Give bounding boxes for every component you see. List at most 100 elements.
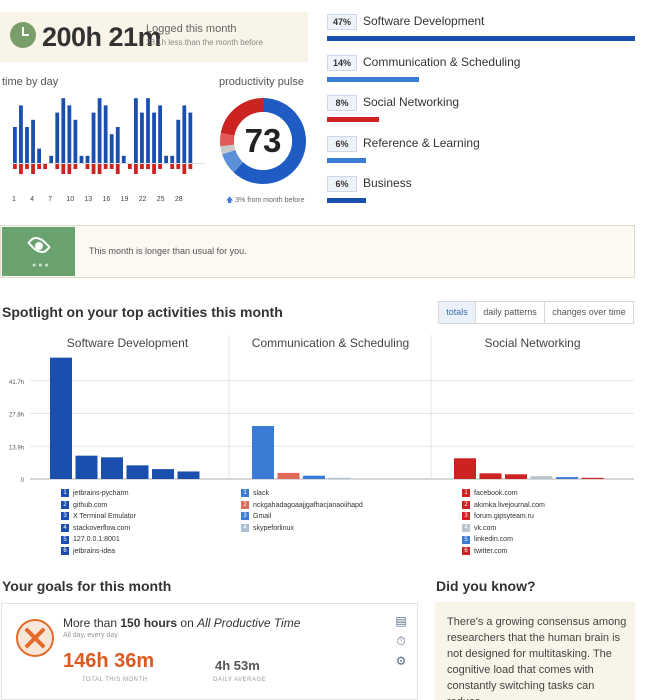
day-productive-bar <box>109 134 114 163</box>
legend-item[interactable]: 2 github.com <box>61 500 136 512</box>
legend-item[interactable]: 3 Gmail <box>241 511 363 523</box>
day-distracting-bar <box>25 164 29 169</box>
day-productive-bar <box>31 119 35 163</box>
toggle-daily-patterns[interactable]: daily patterns <box>475 301 545 324</box>
day-productive-bar <box>176 119 181 163</box>
legend-label: linkedin.com <box>474 536 513 544</box>
day-productive-bar <box>73 119 78 163</box>
day-distracting-bar <box>109 164 114 169</box>
category-row[interactable]: 47% Software Development <box>327 14 637 54</box>
insight-banner[interactable]: ●●● This month is longer than usual for … <box>0 225 635 278</box>
spotlight-bar <box>454 458 476 479</box>
productivity-pulse-value: 73 <box>244 122 282 159</box>
productivity-pulse-label: productivity pulse <box>219 76 304 88</box>
day-distracting-bar <box>140 164 144 169</box>
day-distracting-bar <box>61 164 66 174</box>
category-row[interactable]: 6% Business <box>327 176 637 216</box>
legend-item[interactable]: 5 linkedin.com <box>462 534 545 546</box>
legend-label: forum.gipsyteam.ru <box>474 513 534 521</box>
day-distracting-bar <box>115 164 120 174</box>
category-name[interactable]: Communication & Scheduling <box>363 54 521 69</box>
legend-item[interactable]: 4 stackoverflow.com <box>61 523 136 535</box>
goal-card[interactable]: More than 150 hours on All Productive Ti… <box>1 603 418 700</box>
legend-item[interactable]: 1 slack <box>241 488 363 500</box>
day-productive-bar <box>140 112 144 163</box>
logged-time-summary: 200h 21m Logged this month 28.1h less th… <box>0 12 308 62</box>
day-productive-bar <box>61 98 66 163</box>
day-distracting-bar <box>182 164 187 174</box>
day-distracting-bar <box>73 164 78 169</box>
legend-item[interactable]: 6 jetbrains-idea <box>61 546 136 558</box>
goal-actions: ▤ ⏱ ⚙ <box>394 614 408 674</box>
legend-item[interactable]: 6 twitter.com <box>462 546 545 558</box>
legend-label: nckgahadagoaajjgafhacjanaoiihapd <box>253 501 363 509</box>
did-you-know-text: There's a growing consensus among resear… <box>447 616 627 700</box>
legend-item[interactable]: 4 skypeforlinux <box>241 523 363 535</box>
category-name[interactable]: Software Development <box>363 14 485 28</box>
legend-rank: 6 <box>462 547 470 556</box>
legend-item[interactable]: 1 facebook.com <box>462 488 545 500</box>
day-tick-label: 16 <box>102 196 111 203</box>
legend-rank: 1 <box>61 489 69 498</box>
spotlight-chart[interactable]: 0 13.9h 27.8h 41.7h <box>0 330 640 490</box>
gear-icon[interactable]: ⚙ <box>395 654 407 668</box>
category-name[interactable]: Reference & Learning <box>363 135 480 150</box>
pulse-segment <box>233 98 306 184</box>
productivity-pulse-donut[interactable] <box>218 96 308 186</box>
legend-item[interactable]: 1 jetbrains-pycharm <box>61 488 136 500</box>
category-name[interactable]: Business <box>363 176 412 190</box>
pulse-segment <box>220 144 236 155</box>
did-you-know-box: There's a growing consensus among resear… <box>435 602 635 700</box>
legend-rank: 5 <box>462 535 470 544</box>
legend-item[interactable]: 3 X Terminal Emulator <box>61 511 136 523</box>
day-distracting-bar <box>91 164 96 174</box>
legend-item[interactable]: 2 akimka.livejournal.com <box>462 500 545 512</box>
pulse-segment <box>220 98 264 136</box>
stopwatch-icon[interactable]: ⏱ <box>396 634 406 648</box>
legend-item[interactable]: 3 forum.gipsyteam.ru <box>462 511 545 523</box>
category-percent: 14% <box>327 54 357 71</box>
legend-label: facebook.com <box>474 490 518 497</box>
category-row[interactable]: 14% Communication & Scheduling <box>327 54 637 95</box>
day-distracting-bar <box>158 164 162 169</box>
legend-label: slack <box>253 490 269 497</box>
day-productive-bar <box>164 155 169 163</box>
legend-label: 127.0.0.1:8001 <box>73 536 120 544</box>
clock-icon <box>10 22 36 48</box>
legend-item[interactable]: 5 127.0.0.1:8001 <box>61 534 136 546</box>
legend-label: jetbrains-idea <box>73 547 116 555</box>
toggle-totals[interactable]: totals <box>438 301 476 324</box>
day-productive-bar <box>37 148 41 163</box>
goal-prefix: More than <box>63 616 118 630</box>
category-bar <box>327 76 419 82</box>
report-chart-icon[interactable]: ▤ <box>395 614 407 628</box>
legend-rank: 2 <box>241 500 249 509</box>
day-distracting-bar <box>188 164 193 169</box>
legend-label: jetbrains-pycharm <box>73 490 129 497</box>
legend-rank: 6 <box>61 547 69 556</box>
day-productive-bar <box>67 105 72 163</box>
carousel-dots[interactable]: ●●● <box>32 262 51 269</box>
category-name[interactable]: Social Networking <box>363 95 460 109</box>
day-productive-bar <box>152 112 156 163</box>
goal-average-label: DAILY AVERAGE <box>213 677 267 683</box>
category-percent: 6% <box>327 176 357 192</box>
productivity-pulse-change-text: 3% from month before <box>235 197 305 204</box>
day-distracting-bar <box>13 164 17 169</box>
day-distracting-bar <box>85 164 90 169</box>
toggle-changes-over-time[interactable]: changes over time <box>544 301 634 324</box>
legend-item[interactable]: 2 nckgahadagoaajjgafhacjanaoiihapd <box>241 500 363 512</box>
productivity-pulse-change: 🡅 3% from month before <box>226 196 304 207</box>
spotlight-group-title-0: Software Development <box>66 336 189 350</box>
day-distracting-bar <box>127 164 132 169</box>
spotlight-bar <box>75 455 98 479</box>
time-by-day-chart[interactable] <box>10 90 205 190</box>
category-row[interactable]: 8% Social Networking <box>327 95 637 135</box>
category-row[interactable]: 6% Reference & Learning <box>327 135 637 176</box>
goals-title: Your goals for this month <box>2 578 172 594</box>
legend-item[interactable]: 4 vk.com <box>462 523 545 535</box>
day-productive-bar <box>146 98 150 163</box>
day-tick-label: 13 <box>84 196 93 203</box>
day-tick-label: 7 <box>48 196 53 203</box>
legend-label: twitter.com <box>474 547 508 555</box>
